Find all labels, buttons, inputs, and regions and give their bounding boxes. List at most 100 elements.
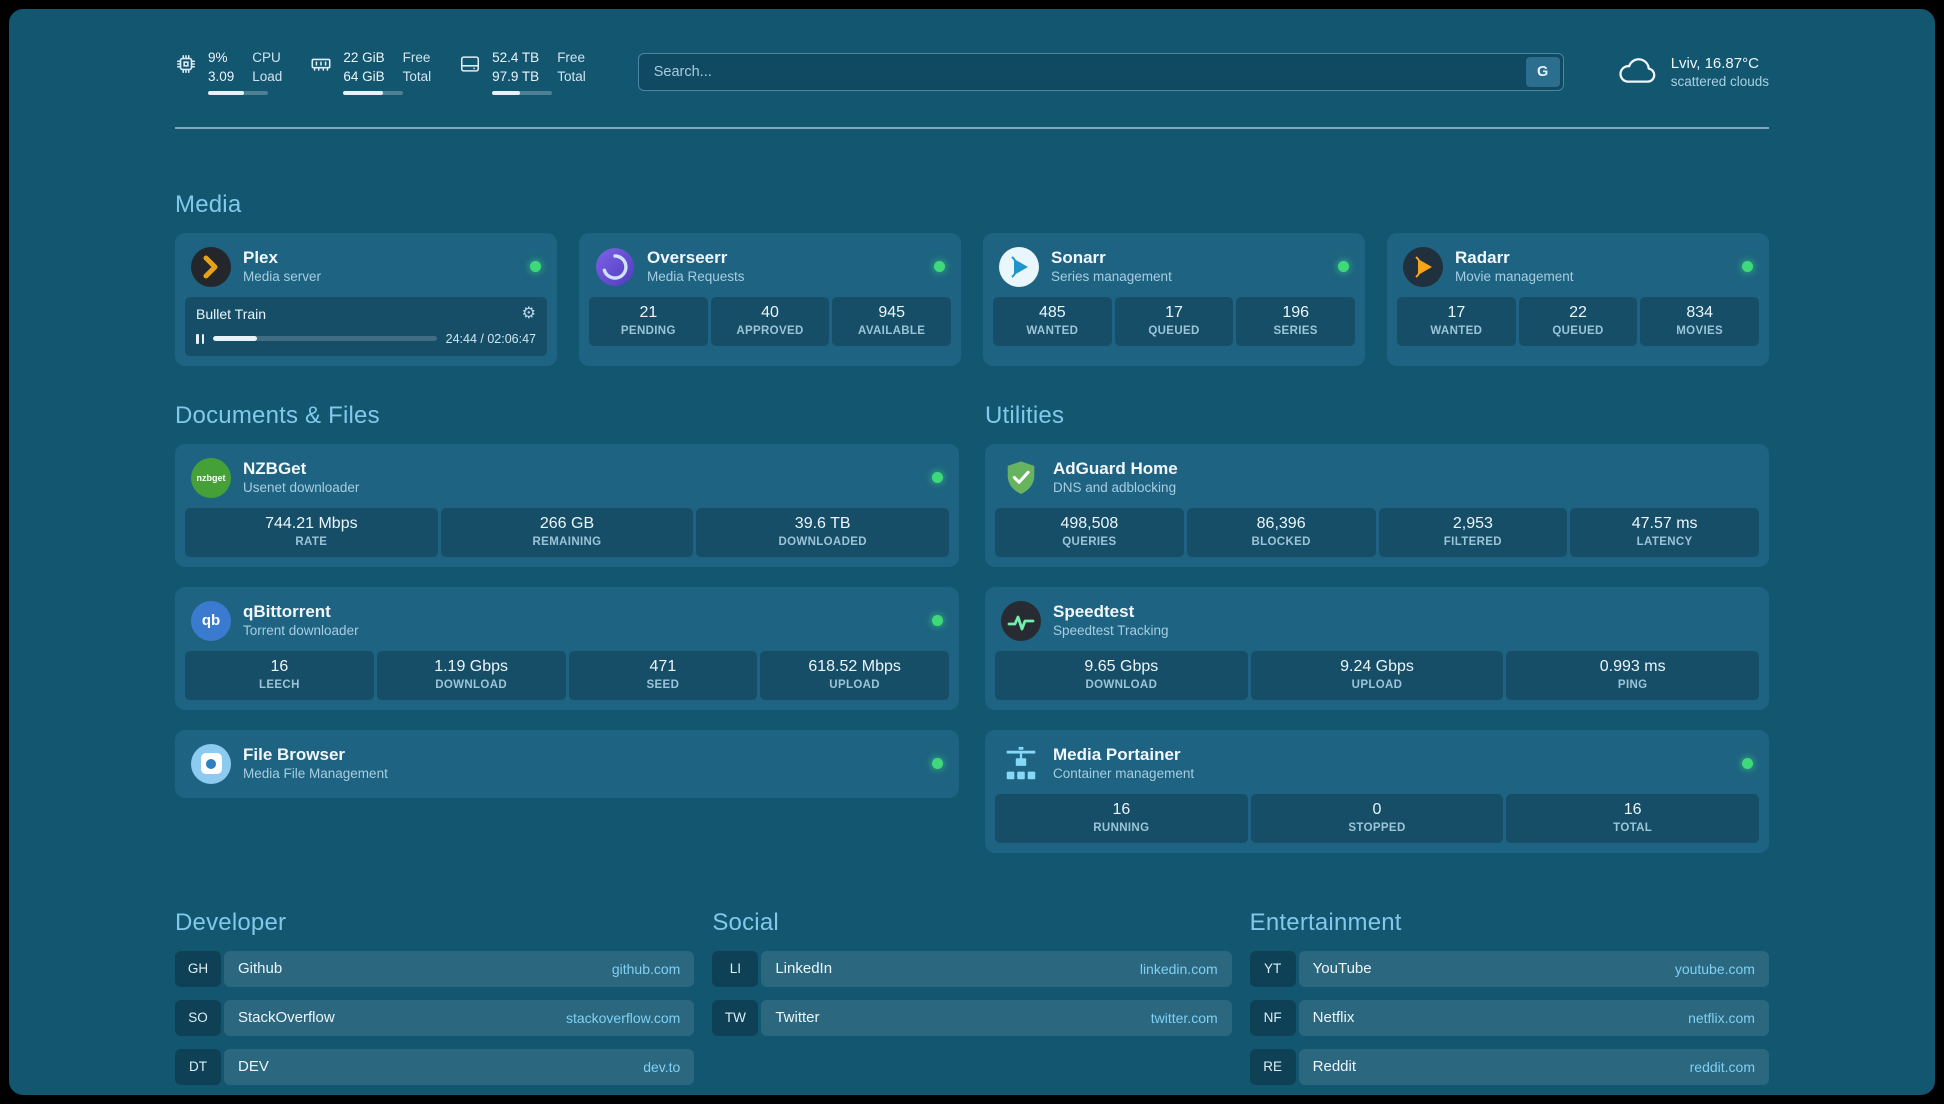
service-name: Radarr [1455,248,1510,268]
weather-condition: scattered clouds [1670,74,1769,90]
stat-tile: 9.24 Gbps UPLOAD [1250,650,1504,700]
search-input[interactable] [637,52,1564,91]
stat-tile: 0 STOPPED [1250,793,1504,843]
overseerr-icon [595,247,635,287]
bookmark-stackoverflow[interactable]: SO StackOverflow stackoverflow.com [175,999,695,1036]
bookmark-reddit[interactable]: RE Reddit reddit.com [1249,1048,1769,1085]
bookmarks-social: Social LI LinkedIn linkedin.com TW Twitt… [712,908,1232,1085]
adguard-icon [1001,458,1041,498]
cpu-usage: 9% [208,50,228,65]
bookmark-youtube[interactable]: YT YouTube youtube.com [1249,950,1769,987]
plex-now-playing: Bullet Train ⚙ 24:44 / 02:06:47 [185,296,547,356]
status-dot [1742,758,1753,770]
stat-tile: 0.993 ms PING [1506,650,1760,700]
adguard-card[interactable]: AdGuard Home DNS and adblocking 498,508 … [985,443,1769,567]
bookmark-linkedin[interactable]: LI LinkedIn linkedin.com [712,950,1232,987]
bookmark-domain: twitter.com [1150,1009,1218,1026]
speedtest-card[interactable]: Speedtest Speedtest Tracking 9.65 Gbps D… [985,586,1769,710]
search-provider-button[interactable]: G [1525,56,1560,87]
stat-tile: 485 WANTED [993,296,1112,346]
bookmark-abbr: DT [175,1048,221,1085]
status-dot [932,615,943,627]
stat-tile: 16 LEECH [185,650,374,700]
bookmark-name: Netflix [1312,1009,1355,1027]
stat-tile: 16 TOTAL [1506,793,1760,843]
entertainment-section-title: Entertainment [1249,908,1402,936]
playback-time: 24:44 / 02:06:47 [445,331,536,346]
plex-icon [191,246,231,287]
nzbget-card[interactable]: nzbget NZBGet Usenet downloader 744.21 M… [175,443,959,567]
playback-progress-bar [213,336,437,342]
bookmark-domain: dev.to [643,1058,681,1075]
status-dot [1338,261,1349,273]
stat-tile: 9.65 Gbps DOWNLOAD [995,650,1248,700]
stat-tile: 834 MOVIES [1640,296,1760,346]
bookmark-github[interactable]: GH Github github.com [175,950,695,987]
bookmark-domain: netflix.com [1688,1009,1755,1026]
now-playing-title: Bullet Train [196,305,267,322]
header-divider [175,126,1769,129]
filebrowser-icon [191,743,231,784]
service-name: qBittorrent [243,602,331,622]
service-name: Media Portainer [1053,745,1181,765]
bookmark-abbr: TW [712,999,759,1036]
speedtest-icon [1001,600,1041,641]
service-subtitle: Usenet downloader [243,480,360,496]
service-subtitle: Torrent downloader [243,623,359,639]
plex-card[interactable]: Plex Media server Bullet Train ⚙ 24:44 /… [175,232,557,366]
social-section-title: Social [712,908,779,936]
section-utilities: Utilities AdGuard Home DNS and a [985,402,1769,853]
bookmark-dev[interactable]: DT DEV dev.to [175,1048,695,1085]
stat-tile: 471 SEED [568,650,758,700]
disk-widget: 52.4 TB Free 97.9 TB Total [459,49,586,95]
gear-icon[interactable]: ⚙ [521,304,536,322]
service-name: AdGuard Home [1053,459,1178,479]
sonarr-card[interactable]: Sonarr Series management 485 WANTED 17 Q… [983,232,1365,366]
bookmark-domain: youtube.com [1674,960,1755,977]
search-bar: G [637,52,1564,91]
bookmark-abbr: SO [175,999,221,1036]
overseerr-card[interactable]: Overseerr Media Requests 21 PENDING 40 A… [579,232,961,366]
cpu-progress-bar [208,90,268,95]
bookmark-netflix[interactable]: NF Netflix netflix.com [1249,999,1769,1036]
stat-tile: 945 AVAILABLE [832,296,952,346]
filebrowser-card[interactable]: File Browser Media File Management [175,729,959,798]
media-section-title: Media [175,190,242,218]
stat-tile: 498,508 QUERIES [995,507,1184,557]
memory-total-label: Total [402,68,432,84]
radarr-card[interactable]: Radarr Movie management 17 WANTED 22 QUE… [1387,232,1769,366]
stat-tile: 39.6 TB DOWNLOADED [696,507,950,557]
bookmark-name: Github [238,960,283,978]
status-dot [530,261,541,273]
stat-tile: 1.19 Gbps DOWNLOAD [376,650,566,700]
service-name: NZBGet [243,459,307,479]
bookmark-twitter[interactable]: TW Twitter twitter.com [712,999,1232,1036]
developer-section-title: Developer [175,908,287,936]
stat-tile: 40 APPROVED [710,296,830,346]
disk-total-label: Total [557,68,586,84]
stat-tile: 618.52 Mbps UPLOAD [760,650,949,700]
section-documents: Documents & Files nzbget NZBGet Usenet d… [175,402,959,853]
top-bar: 9% CPU 3.09 Load 22 GiB Free 64 GiB Tota… [175,49,1769,95]
bookmark-name: DEV [238,1058,269,1076]
bookmark-domain: stackoverflow.com [565,1009,681,1026]
stat-tile: 744.21 Mbps RATE [185,507,438,557]
cpu-icon [176,54,196,74]
bookmark-domain: github.com [611,960,681,977]
service-subtitle: Speedtest Tracking [1053,623,1169,639]
service-name: Overseerr [647,248,728,268]
stat-tile: 21 PENDING [589,296,708,346]
bookmark-name: Reddit [1312,1058,1357,1076]
memory-icon [311,58,331,71]
bookmark-name: StackOverflow [238,1009,335,1027]
memory-total: 64 GiB [343,68,385,84]
disk-total: 97.9 TB [492,68,540,84]
disk-progress-bar [492,90,553,95]
qbittorrent-card[interactable]: qb qBittorrent Torrent downloader 16 LEE… [175,586,959,710]
bookmark-abbr: LI [712,950,759,987]
service-subtitle: Series management [1051,269,1172,285]
stat-tile: 86,396 BLOCKED [1186,507,1376,557]
pause-icon[interactable] [196,333,204,344]
portainer-card[interactable]: Media Portainer Container management 16 … [985,729,1769,853]
stat-tile: 47.57 ms LATENCY [1570,507,1759,557]
